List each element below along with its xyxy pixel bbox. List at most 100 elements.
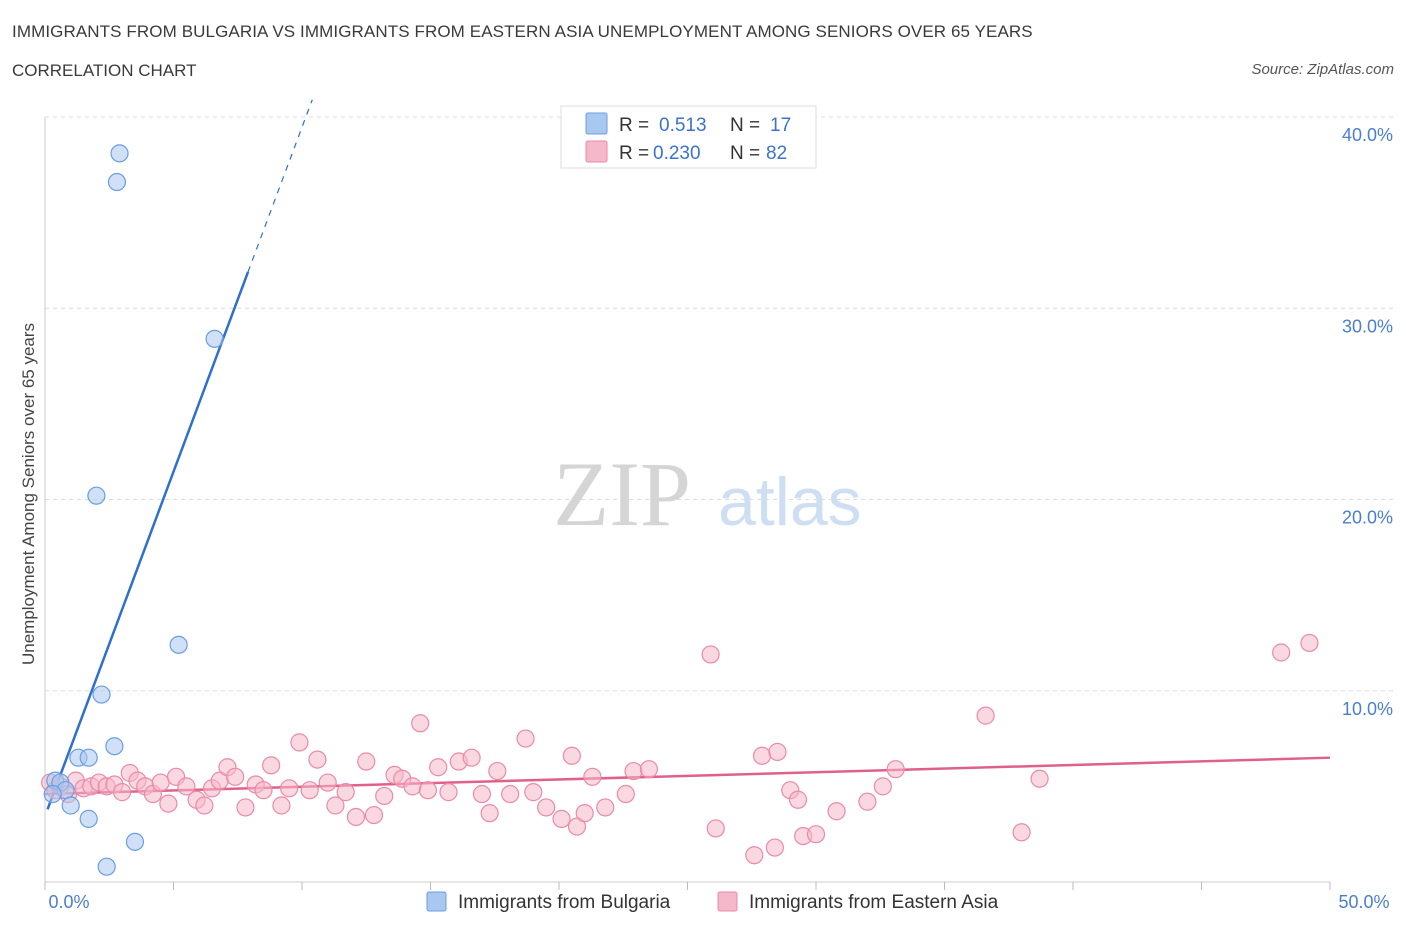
bulgaria-trend-line (46, 271, 250, 810)
bulgaria-point (79, 809, 98, 828)
bulgaria-point (79, 748, 98, 767)
y-axis-label: Unemployment Among Seniors over 65 years (19, 323, 38, 665)
eastern-asia-point (429, 758, 448, 777)
eastern-asia-point (1012, 823, 1031, 842)
eastern-asia-point (326, 796, 345, 815)
eastern-asia-point (112, 783, 132, 802)
eastern-asia-point (472, 784, 491, 804)
eastern-asia-point (1300, 633, 1319, 653)
eastern-asia-point (411, 714, 430, 733)
data-points (41, 144, 1319, 876)
eastern-asia-point (254, 781, 273, 800)
eastern-asia-point (624, 761, 643, 781)
eastern-asia-point (976, 706, 995, 725)
legend-swatch-eastern-asia (585, 140, 608, 163)
x-tick-label: 50.0% (1338, 892, 1389, 912)
eastern-asia-point (272, 796, 291, 815)
eastern-asia-point (403, 777, 422, 796)
legend-n-label-2: N = (730, 143, 760, 164)
eastern-asia-point (886, 760, 905, 779)
bottom-legend-swatch-eastern-asia (717, 891, 738, 912)
legend-n-label-1: N = (730, 115, 760, 136)
series-legend: Immigrants from Bulgaria Immigrants from… (426, 891, 999, 913)
bulgaria-point (205, 329, 224, 348)
eastern-asia-point (1272, 643, 1291, 662)
eastern-asia-point (583, 767, 602, 786)
bottom-legend-eastern-asia: Immigrants from Eastern Asia (749, 892, 999, 913)
eastern-asia-point (318, 773, 337, 792)
eastern-asia-point (745, 846, 764, 865)
eastern-asia-point (501, 784, 520, 804)
eastern-asia-point (300, 781, 319, 800)
eastern-asia-point (375, 786, 394, 806)
legend-r-label-2: R = (619, 143, 649, 164)
eastern-asia-point (151, 773, 170, 792)
eastern-asia-point (701, 645, 720, 664)
bulgaria-point (87, 486, 106, 505)
y-tick-label: 40.0% (1342, 125, 1393, 145)
eastern-asia-point (1030, 769, 1049, 788)
eastern-asia-point (439, 783, 458, 802)
watermark-zip: ZIP (553, 443, 691, 545)
eastern-asia-point (537, 798, 556, 817)
eastern-asia-point (639, 760, 659, 779)
eastern-asia-point (516, 729, 535, 748)
eastern-asia-point (336, 783, 355, 802)
tick-labels: 10.0% 20.0% 30.0% 40.0% 0.0% 50.0% (48, 125, 1393, 912)
legend-swatch-bulgaria (585, 112, 608, 135)
bottom-legend-swatch-bulgaria (426, 891, 447, 912)
chart-subtitle: CORRELATION CHART (12, 61, 197, 80)
eastern-asia-point (226, 767, 245, 786)
eastern-asia-point (418, 781, 438, 800)
y-tick-label: 10.0% (1342, 699, 1393, 719)
eastern-asia-point (806, 825, 826, 844)
eastern-asia-point (562, 746, 581, 765)
bulgaria-point (61, 796, 80, 815)
legend-r-value-1: 0.513 (659, 115, 707, 136)
x-tick-label: 0.0% (48, 892, 89, 912)
eastern-asia-point (308, 750, 327, 769)
eastern-asia-point (873, 777, 892, 796)
bulgaria-point (107, 172, 127, 192)
eastern-asia-point (488, 761, 507, 781)
legend-n-value-2: 82 (766, 143, 787, 164)
watermark-atlas: atlas (718, 464, 862, 540)
eastern-asia-point (788, 790, 808, 809)
eastern-asia-point (567, 817, 587, 836)
eastern-asia-point (357, 752, 376, 771)
eastern-asia-point (616, 784, 635, 804)
eastern-asia-point (462, 748, 481, 767)
eastern-asia-point (575, 804, 594, 823)
eastern-asia-point (596, 798, 615, 817)
eastern-asia-point (364, 805, 384, 825)
eastern-asia-point (262, 756, 281, 775)
eastern-asia-point (858, 792, 877, 811)
eastern-asia-point (159, 794, 178, 813)
axes (44, 117, 1331, 890)
eastern-asia-point (236, 798, 255, 817)
y-tick-label: 30.0% (1342, 316, 1393, 336)
legend-r-label-1: R = (619, 115, 649, 136)
source-label: Source: ZipAtlas.com (1251, 61, 1394, 78)
eastern-asia-point (552, 809, 571, 828)
eastern-asia-point (765, 838, 784, 857)
bulgaria-point (169, 635, 188, 654)
eastern-asia-point (768, 742, 787, 762)
chart-title: IMMIGRANTS FROM BULGARIA VS IMMIGRANTS F… (12, 22, 1033, 41)
y-tick-label: 20.0% (1342, 508, 1393, 528)
eastern-asia-point (480, 804, 499, 823)
correlation-legend: R = 0.513 N = 17 R = 0.230 N = 82 (560, 105, 817, 169)
bulgaria-trend-extension (247, 99, 313, 273)
eastern-asia-point (524, 783, 543, 802)
eastern-asia-point (752, 746, 772, 765)
bulgaria-point (110, 144, 129, 163)
eastern-asia-point (195, 796, 214, 815)
legend-n-value-1: 17 (770, 115, 791, 136)
eastern-asia-point (290, 733, 309, 752)
bottom-legend-bulgaria: Immigrants from Bulgaria (458, 892, 671, 913)
eastern-asia-point (706, 819, 725, 838)
legend-r-value-2: 0.230 (653, 143, 701, 164)
eastern-asia-point (280, 779, 299, 798)
eastern-asia-point (177, 777, 196, 796)
